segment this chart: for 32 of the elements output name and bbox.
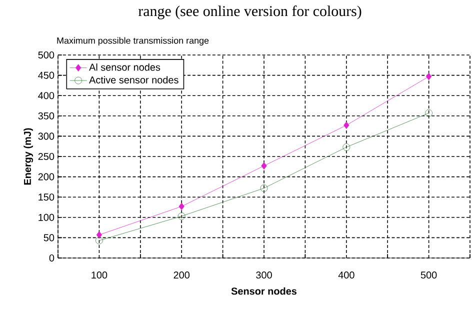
y-axis-title: Energy (mJ) bbox=[24, 128, 34, 185]
y-tick-label: 350 bbox=[38, 112, 54, 120]
y-tick-label: 100 bbox=[38, 214, 54, 221]
point bbox=[178, 212, 186, 220]
chart-title: Maximum possible transmission range bbox=[57, 37, 209, 46]
x-axis-title: Sensor nodes bbox=[231, 287, 297, 295]
y-tick-label: 500 bbox=[38, 51, 54, 59]
y-tick-label: 0 bbox=[49, 254, 54, 262]
x-tick-label: 200 bbox=[174, 271, 190, 279]
point bbox=[342, 143, 350, 151]
point bbox=[96, 236, 103, 244]
x-tick-label: 500 bbox=[420, 271, 437, 279]
y-tick-label: 400 bbox=[38, 92, 54, 100]
point bbox=[261, 162, 267, 170]
y-tick-label: 50 bbox=[44, 234, 54, 242]
y-tick-label: 450 bbox=[38, 72, 54, 79]
point bbox=[344, 122, 350, 129]
y-tick-label: 250 bbox=[38, 152, 54, 160]
point bbox=[178, 202, 184, 210]
point bbox=[260, 184, 268, 192]
point bbox=[426, 72, 432, 80]
x-tick-label: 300 bbox=[256, 271, 272, 279]
x-tick-label: 100 bbox=[92, 271, 108, 279]
y-tick-label: 150 bbox=[38, 194, 54, 201]
text: range (see online version for colours) bbox=[138, 6, 362, 20]
y-tick-label: 300 bbox=[38, 132, 54, 140]
point bbox=[425, 109, 432, 117]
legend-label: Al sensor nodes bbox=[89, 63, 160, 71]
legend-label: Active sensor nodes bbox=[89, 76, 178, 84]
point bbox=[96, 231, 102, 239]
y-tick-label: 200 bbox=[38, 173, 54, 180]
x-tick-label: 400 bbox=[338, 271, 354, 279]
